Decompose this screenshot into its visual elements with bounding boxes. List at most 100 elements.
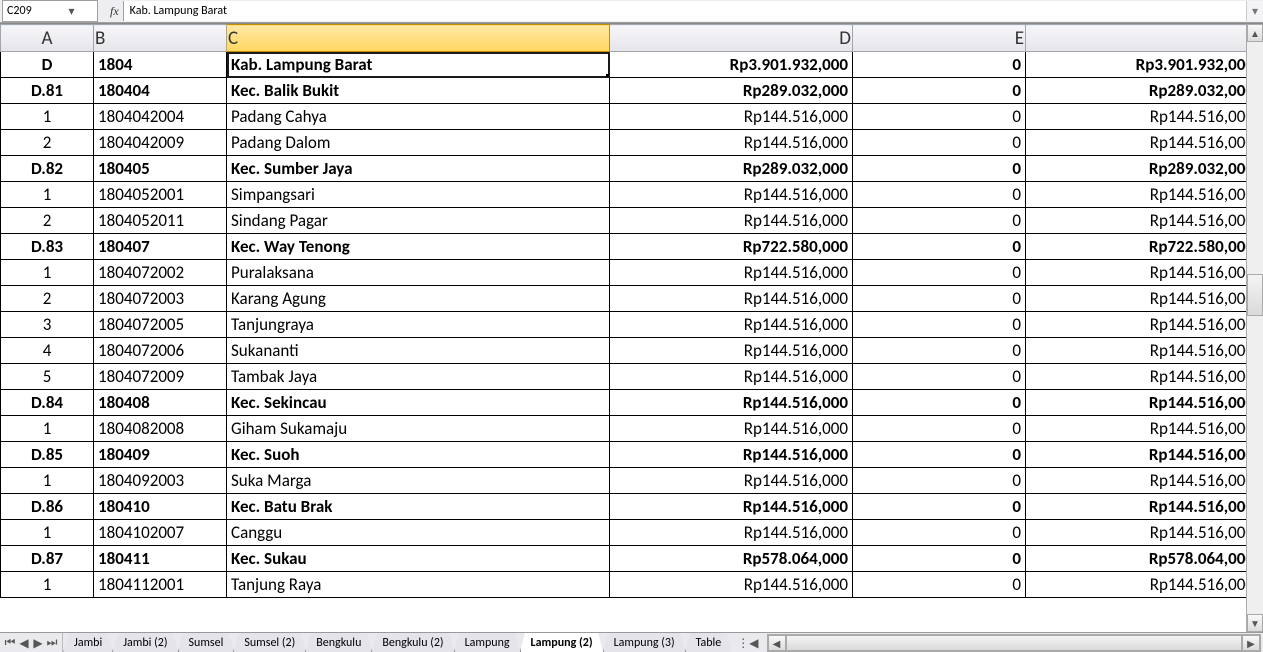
- formula-expand-icon[interactable]: ▾: [1246, 1, 1263, 21]
- cell-B[interactable]: 1804052011: [94, 208, 227, 234]
- cell-D[interactable]: Rp144.516,000: [610, 364, 853, 390]
- cell-C[interactable]: Puralaksana: [227, 260, 610, 286]
- cell-E[interactable]: 0: [853, 338, 1026, 364]
- cell-D[interactable]: Rp144.516,000: [610, 520, 853, 546]
- cell-B[interactable]: 1804052001: [94, 182, 227, 208]
- cell-E[interactable]: 0: [853, 416, 1026, 442]
- cell-C[interactable]: Tanjungraya: [227, 312, 610, 338]
- cell-F[interactable]: Rp722.580,000: [1026, 234, 1259, 260]
- cell-E[interactable]: 0: [853, 468, 1026, 494]
- tab-nav-last-icon[interactable]: ⏭: [46, 636, 58, 650]
- cell-C[interactable]: Giham Sukamaju: [227, 416, 610, 442]
- cell-D[interactable]: Rp578.064,000: [610, 546, 853, 572]
- cell-C[interactable]: Sindang Pagar: [227, 208, 610, 234]
- cell-C[interactable]: Canggu: [227, 520, 610, 546]
- cell-E[interactable]: 0: [853, 572, 1026, 598]
- cell-F[interactable]: Rp144.516,000: [1026, 442, 1259, 468]
- cell-B[interactable]: 1804102007: [94, 520, 227, 546]
- cell-C[interactable]: Suka Marga: [227, 468, 610, 494]
- cell-C[interactable]: Kab. Lampung Barat: [227, 52, 610, 78]
- cell-A[interactable]: 1: [1, 572, 94, 598]
- cell-C[interactable]: Kec. Suoh: [227, 442, 610, 468]
- column-header-C[interactable]: C: [227, 25, 610, 52]
- cell-F[interactable]: Rp289.032,000: [1026, 78, 1259, 104]
- sheet-tab[interactable]: Bengkulu (2): [371, 633, 454, 652]
- cell-F[interactable]: Rp578.064,000: [1026, 546, 1259, 572]
- cell-D[interactable]: Rp144.516,000: [610, 286, 853, 312]
- cell-D[interactable]: Rp722.580,000: [610, 234, 853, 260]
- cell-A[interactable]: D.82: [1, 156, 94, 182]
- cell-A[interactable]: 1: [1, 104, 94, 130]
- column-header-A[interactable]: A: [1, 25, 94, 52]
- cell-D[interactable]: Rp144.516,000: [610, 572, 853, 598]
- cell-D[interactable]: Rp144.516,000: [610, 390, 853, 416]
- cell-A[interactable]: D.85: [1, 442, 94, 468]
- cell-C[interactable]: Tanjung Raya: [227, 572, 610, 598]
- cell-E[interactable]: 0: [853, 182, 1026, 208]
- cell-A[interactable]: 5: [1, 364, 94, 390]
- cell-C[interactable]: Kec. Sukau: [227, 546, 610, 572]
- cell-E[interactable]: 0: [853, 520, 1026, 546]
- cell-D[interactable]: Rp144.516,000: [610, 104, 853, 130]
- cell-B[interactable]: 180411: [94, 546, 227, 572]
- cell-B[interactable]: 180410: [94, 494, 227, 520]
- sheet-tab[interactable]: Lampung (3): [603, 633, 686, 652]
- cell-D[interactable]: Rp144.516,000: [610, 468, 853, 494]
- cell-D[interactable]: Rp3.901.932,000: [610, 52, 853, 78]
- horizontal-scroll-thumb[interactable]: [786, 635, 1242, 651]
- sheet-tab[interactable]: Table: [685, 633, 732, 652]
- cell-F[interactable]: Rp144.516,000: [1026, 130, 1259, 156]
- cell-D[interactable]: Rp144.516,000: [610, 182, 853, 208]
- tab-nav-prev-icon[interactable]: ◀: [18, 636, 30, 651]
- column-header-F[interactable]: F: [1026, 25, 1259, 52]
- cell-F[interactable]: Rp144.516,000: [1026, 312, 1259, 338]
- cell-F[interactable]: Rp144.516,000: [1026, 390, 1259, 416]
- cell-F[interactable]: Rp144.516,000: [1026, 338, 1259, 364]
- cell-A[interactable]: 1: [1, 182, 94, 208]
- cell-D[interactable]: Rp144.516,000: [610, 208, 853, 234]
- cell-E[interactable]: 0: [853, 130, 1026, 156]
- cell-A[interactable]: 2: [1, 130, 94, 156]
- tab-nav-next-icon[interactable]: ▶: [32, 636, 44, 651]
- cell-B[interactable]: 1804082008: [94, 416, 227, 442]
- cell-E[interactable]: 0: [853, 104, 1026, 130]
- name-box-dropdown-icon[interactable]: ▾: [50, 4, 93, 19]
- cell-B[interactable]: 1804042009: [94, 130, 227, 156]
- sheet-tab[interactable]: Sumsel (2): [233, 633, 306, 652]
- cell-C[interactable]: Simpangsari: [227, 182, 610, 208]
- cell-E[interactable]: 0: [853, 442, 1026, 468]
- sheet-tab[interactable]: Sumsel: [178, 633, 235, 652]
- cell-D[interactable]: Rp144.516,000: [610, 130, 853, 156]
- cell-E[interactable]: 0: [853, 494, 1026, 520]
- cell-E[interactable]: 0: [853, 78, 1026, 104]
- cell-F[interactable]: Rp144.516,000: [1026, 572, 1259, 598]
- cell-A[interactable]: 2: [1, 286, 94, 312]
- cell-B[interactable]: 1804112001: [94, 572, 227, 598]
- sheet-tab[interactable]: Lampung: [454, 633, 521, 652]
- cell-C[interactable]: Karang Agung: [227, 286, 610, 312]
- cell-A[interactable]: 4: [1, 338, 94, 364]
- cell-B[interactable]: 1804072005: [94, 312, 227, 338]
- cell-F[interactable]: Rp144.516,000: [1026, 494, 1259, 520]
- cell-A[interactable]: D.83: [1, 234, 94, 260]
- cell-C[interactable]: Kec. Sekincau: [227, 390, 610, 416]
- scroll-up-icon[interactable]: ▲: [1247, 24, 1263, 42]
- scroll-right-icon[interactable]: ▶: [1242, 635, 1260, 651]
- cell-A[interactable]: D: [1, 52, 94, 78]
- cell-E[interactable]: 0: [853, 364, 1026, 390]
- cell-E[interactable]: 0: [853, 546, 1026, 572]
- cell-F[interactable]: Rp289.032,000: [1026, 156, 1259, 182]
- sheet-tab[interactable]: Bengkulu: [305, 633, 372, 652]
- cell-B[interactable]: 180408: [94, 390, 227, 416]
- fx-icon[interactable]: fx: [104, 4, 123, 19]
- cell-E[interactable]: 0: [853, 52, 1026, 78]
- cell-D[interactable]: Rp144.516,000: [610, 494, 853, 520]
- cell-B[interactable]: 1804072006: [94, 338, 227, 364]
- cell-D[interactable]: Rp144.516,000: [610, 260, 853, 286]
- cell-C[interactable]: Padang Dalom: [227, 130, 610, 156]
- cell-A[interactable]: D.86: [1, 494, 94, 520]
- cell-E[interactable]: 0: [853, 208, 1026, 234]
- cell-D[interactable]: Rp289.032,000: [610, 156, 853, 182]
- cell-D[interactable]: Rp144.516,000: [610, 416, 853, 442]
- cell-B[interactable]: 1804092003: [94, 468, 227, 494]
